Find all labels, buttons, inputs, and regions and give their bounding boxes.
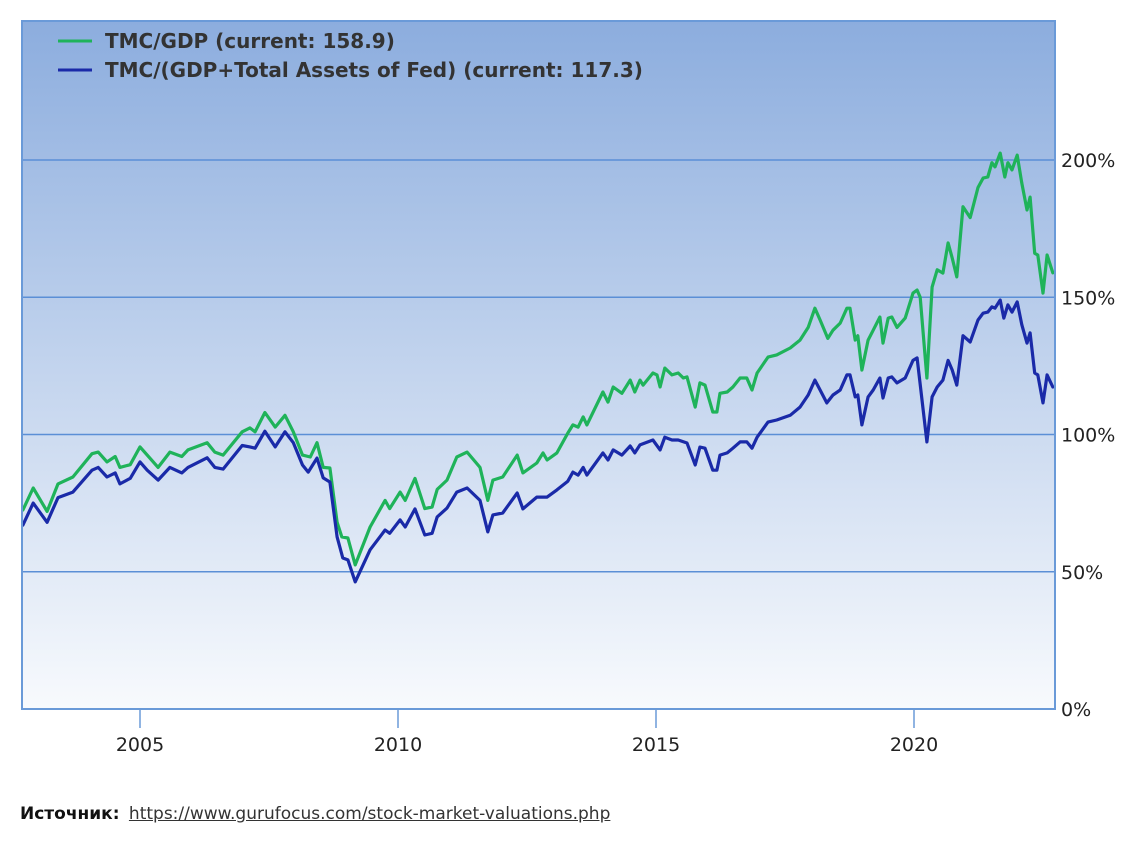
x-tick-label: 2015 [632,734,680,756]
y-tick-label: 50% [1061,562,1103,584]
source-label: Источник: [20,804,120,824]
x-tick-label: 2010 [374,734,422,756]
legend-label-tmc-gdp-fed: TMC/(GDP+Total Assets of Fed) (current: … [105,58,643,82]
y-tick-label: 100% [1061,425,1115,447]
series-line-tmc-gdp-fed [21,298,1055,584]
legend-label-tmc-gdp: TMC/GDP (current: 158.9) [105,29,395,53]
plot-area [22,21,1055,709]
x-tick-label: 2005 [116,734,164,756]
legend: TMC/GDP (current: 158.9) TMC/(GDP+Total … [58,29,643,82]
y-tick-label: 0% [1061,699,1091,721]
y-axis: 0% 50% 100% 150% 200% [1061,150,1115,721]
y-tick-label: 150% [1061,287,1115,309]
source-caption: Источник: https://www.gurufocus.com/stoc… [20,804,610,824]
series-line-tmc-gdp [21,151,1055,567]
x-axis: 2005 2010 2015 2020 [116,709,938,756]
x-tick-label: 2020 [890,734,938,756]
gridlines [22,159,1055,573]
source-link[interactable]: https://www.gurufocus.com/stock-market-v… [128,804,611,824]
series-lines [21,151,1055,584]
plot-frame [21,20,1056,710]
y-tick-label: 200% [1061,150,1115,172]
